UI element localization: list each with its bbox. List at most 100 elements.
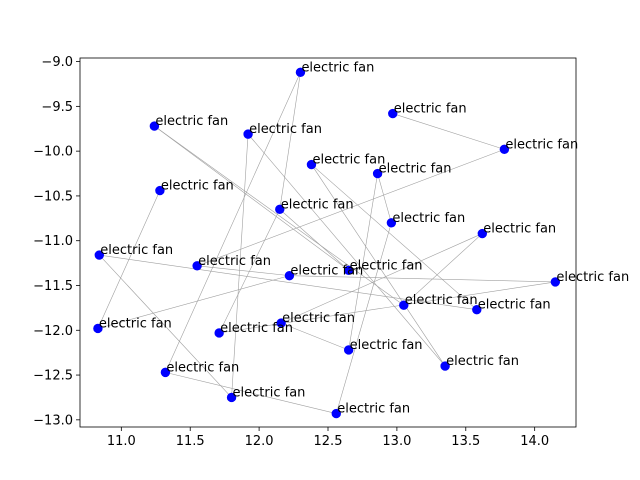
y-axis: −9.0 −9.5 −10.0 −10.5 −11.0 −11.5 −12.0 −12.5 −1… [33, 55, 80, 428]
point-label: electric fan [301, 60, 374, 75]
y-tick-label: −12.0 [33, 324, 73, 339]
y-tick-label: −9.0 [41, 55, 73, 70]
edge-line [154, 125, 349, 271]
x-tick-label: 11.5 [176, 434, 205, 449]
data-point [243, 129, 253, 139]
x-tick-label: 12.0 [245, 434, 274, 449]
edge-line [392, 113, 505, 150]
data-point [94, 250, 104, 260]
data-point [93, 323, 103, 334]
y-tick-label: −12.5 [33, 369, 73, 384]
y-tick-label: −10.5 [33, 189, 73, 204]
edge-line [231, 134, 249, 398]
data-point [388, 108, 398, 119]
edge-line [335, 222, 392, 414]
x-tick-label: 13.5 [451, 434, 480, 449]
point-label: electric fan [100, 243, 173, 258]
point-label: electric fan [312, 153, 385, 168]
edge-line [377, 173, 392, 223]
data-point [499, 144, 510, 155]
point-label: electric fan [220, 321, 293, 336]
data-point [214, 328, 224, 338]
edge-line [247, 133, 446, 367]
y-tick-label: −9.5 [41, 100, 73, 115]
data-point [160, 367, 171, 378]
edge-line [281, 233, 483, 324]
edge-line [154, 125, 404, 306]
edge-line [311, 164, 446, 367]
edge-line [279, 72, 301, 210]
data-point [372, 168, 383, 179]
point-label: electric fan [249, 122, 322, 137]
x-axis: 11.0 11.5 12.0 12.5 13.0 13.5 14.0 [107, 427, 549, 449]
edge-line [281, 322, 349, 351]
x-tick-label: 13.0 [382, 434, 411, 449]
point-layer [93, 67, 561, 419]
point-label: electric fan [379, 162, 452, 177]
data-point [192, 261, 202, 271]
point-label: electric fan [161, 179, 234, 194]
y-tick-label: −11.5 [33, 279, 73, 294]
data-point [477, 228, 488, 239]
point-label: electric fan [350, 338, 423, 353]
data-point [472, 304, 482, 315]
point-label: electric fan [505, 137, 578, 152]
point-label: electric fan [483, 222, 556, 237]
edge-line [197, 149, 505, 267]
point-label: electric fan [155, 114, 228, 129]
data-point [440, 361, 450, 371]
edge-line [97, 275, 290, 329]
data-point [155, 185, 165, 196]
point-label: electric fan [166, 360, 239, 375]
x-tick-label: 11.0 [107, 434, 136, 449]
point-label: electric fan [233, 385, 306, 400]
data-point [550, 277, 561, 287]
data-point [343, 345, 354, 355]
point-label: electric fan [99, 316, 172, 331]
edge-line [289, 275, 556, 283]
point-label: electric fan [281, 197, 354, 212]
edge-line [219, 281, 556, 334]
edge-line [165, 72, 301, 373]
plot-area [80, 58, 576, 427]
edge-line [279, 209, 349, 271]
data-point [295, 67, 306, 78]
point-label: electric fan [350, 258, 423, 273]
point-label: electric fan [198, 254, 271, 269]
point-label: electric fan [337, 402, 410, 417]
data-point [343, 265, 354, 275]
edge-layer [97, 72, 556, 414]
edge-line [197, 265, 290, 276]
y-tick-label: −10.0 [33, 145, 73, 160]
x-tick-label: 14.0 [520, 434, 549, 449]
edge-line [99, 254, 232, 398]
point-label: electric fan [290, 264, 363, 279]
point-label: electric fan [478, 298, 551, 313]
x-tick-label: 12.5 [314, 434, 343, 449]
point-label: electric fan [392, 211, 465, 226]
data-point [275, 204, 285, 215]
data-point [226, 392, 237, 403]
edge-line [218, 209, 281, 334]
data-point [399, 300, 409, 310]
y-tick-label: −11.0 [33, 234, 73, 249]
data-point [276, 318, 286, 328]
point-label: electric fan [394, 102, 467, 117]
point-label: electric fan [446, 354, 519, 369]
data-point [306, 159, 317, 170]
edge-line [311, 164, 477, 310]
data-point [284, 270, 295, 281]
point-label: electric fan [282, 311, 355, 326]
edge-line [99, 254, 477, 310]
edge-line [403, 233, 483, 306]
y-tick-label: −13.0 [33, 413, 73, 428]
data-point [331, 408, 341, 419]
edge-line [348, 173, 378, 351]
point-label: electric fan [556, 270, 629, 285]
data-point [386, 218, 397, 228]
edge-line [165, 372, 337, 414]
point-label: electric fan [405, 293, 478, 308]
data-point [149, 121, 160, 131]
